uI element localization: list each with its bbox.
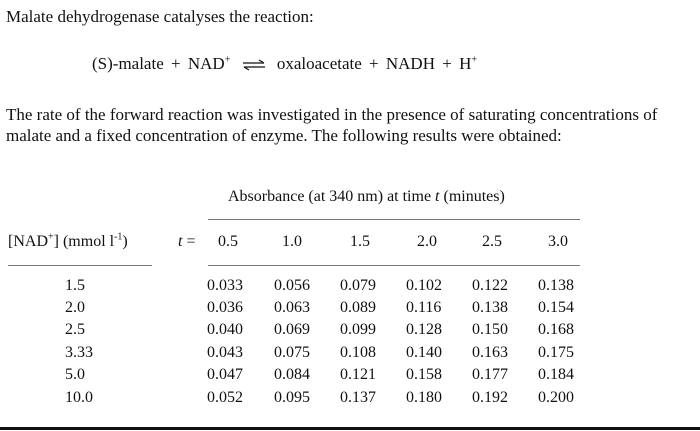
absorbance-cell: 0.200 bbox=[538, 389, 574, 406]
rule-left bbox=[8, 265, 152, 266]
time-header: 1.0 bbox=[282, 233, 302, 250]
absorbance-cell: 0.121 bbox=[340, 366, 376, 383]
description-paragraph: The rate of the forward reaction was inv… bbox=[6, 105, 658, 145]
absorbance-cell: 0.177 bbox=[472, 366, 508, 383]
absorbance-cell: 0.180 bbox=[406, 389, 442, 406]
absorbance-cell: 0.063 bbox=[274, 299, 310, 316]
rule-top bbox=[208, 219, 580, 220]
absorbance-cell: 0.175 bbox=[538, 344, 574, 361]
time-header: 2.5 bbox=[482, 233, 502, 250]
bottom-border bbox=[0, 427, 700, 430]
absorbance-cell: 0.040 bbox=[207, 321, 243, 338]
absorbance-cell: 0.043 bbox=[207, 344, 243, 361]
reactant-nad: NAD+ bbox=[187, 54, 231, 73]
absorbance-cell: 0.079 bbox=[340, 277, 376, 294]
absorbance-cell: 0.099 bbox=[340, 321, 376, 338]
reaction-equation: (S)-malate + NAD+ oxaloacetate + NADH + … bbox=[92, 54, 477, 74]
absorbance-cell: 0.056 bbox=[274, 277, 310, 294]
absorbance-cell: 0.168 bbox=[538, 321, 574, 338]
absorbance-cell: 0.137 bbox=[340, 389, 376, 406]
product-proton: H+ bbox=[459, 54, 477, 73]
absorbance-cell: 0.108 bbox=[340, 344, 376, 361]
nad-concentration-cell: 5.0 bbox=[65, 366, 85, 383]
nad-column-header: [NAD+] (mmol l-1) bbox=[8, 231, 128, 250]
reactant-malate: (S)-malate bbox=[92, 54, 164, 73]
time-header: 2.0 bbox=[417, 233, 437, 250]
absorbance-cell: 0.052 bbox=[207, 389, 243, 406]
nad-concentration-cell: 10.0 bbox=[65, 389, 93, 406]
absorbance-cell: 0.033 bbox=[207, 277, 243, 294]
intro-text: Malate dehydrogenase catalyses the react… bbox=[6, 7, 314, 26]
time-header: 3.0 bbox=[548, 233, 568, 250]
time-header: 0.5 bbox=[218, 233, 238, 250]
product-nadh: NADH bbox=[385, 54, 435, 73]
absorbance-cell: 0.095 bbox=[274, 389, 310, 406]
absorbance-cell: 0.116 bbox=[406, 299, 442, 316]
rule-right bbox=[208, 265, 580, 266]
nad-concentration-cell: 1.5 bbox=[65, 277, 85, 294]
absorbance-cell: 0.084 bbox=[274, 366, 310, 383]
absorbance-cell: 0.163 bbox=[472, 344, 508, 361]
absorbance-cell: 0.069 bbox=[274, 321, 310, 338]
absorbance-cell: 0.158 bbox=[406, 366, 442, 383]
nad-concentration-cell: 3.33 bbox=[65, 344, 93, 361]
plus-sign: + bbox=[442, 54, 452, 73]
absorbance-header: Absorbance (at 340 nm) at time t (minute… bbox=[228, 188, 505, 205]
absorbance-cell: 0.047 bbox=[207, 366, 243, 383]
absorbance-cell: 0.089 bbox=[340, 299, 376, 316]
time-label: t = bbox=[178, 233, 196, 250]
absorbance-cell: 0.128 bbox=[406, 321, 442, 338]
absorbance-cell: 0.036 bbox=[207, 299, 243, 316]
absorbance-cell: 0.154 bbox=[538, 299, 574, 316]
absorbance-cell: 0.102 bbox=[406, 277, 442, 294]
absorbance-cell: 0.184 bbox=[538, 366, 574, 383]
absorbance-cell: 0.150 bbox=[472, 321, 508, 338]
time-header: 1.5 bbox=[350, 233, 370, 250]
plus-sign: + bbox=[171, 54, 181, 73]
nad-concentration-cell: 2.5 bbox=[65, 321, 85, 338]
equilibrium-arrow-icon bbox=[242, 59, 265, 71]
absorbance-cell: 0.138 bbox=[472, 299, 508, 316]
absorbance-cell: 0.138 bbox=[538, 277, 574, 294]
product-oxaloacetate: oxaloacetate bbox=[276, 54, 362, 73]
absorbance-cell: 0.075 bbox=[274, 344, 310, 361]
absorbance-cell: 0.122 bbox=[472, 277, 508, 294]
nad-concentration-cell: 2.0 bbox=[65, 299, 85, 316]
absorbance-cell: 0.192 bbox=[472, 389, 508, 406]
plus-sign: + bbox=[369, 54, 379, 73]
absorbance-cell: 0.140 bbox=[406, 344, 442, 361]
